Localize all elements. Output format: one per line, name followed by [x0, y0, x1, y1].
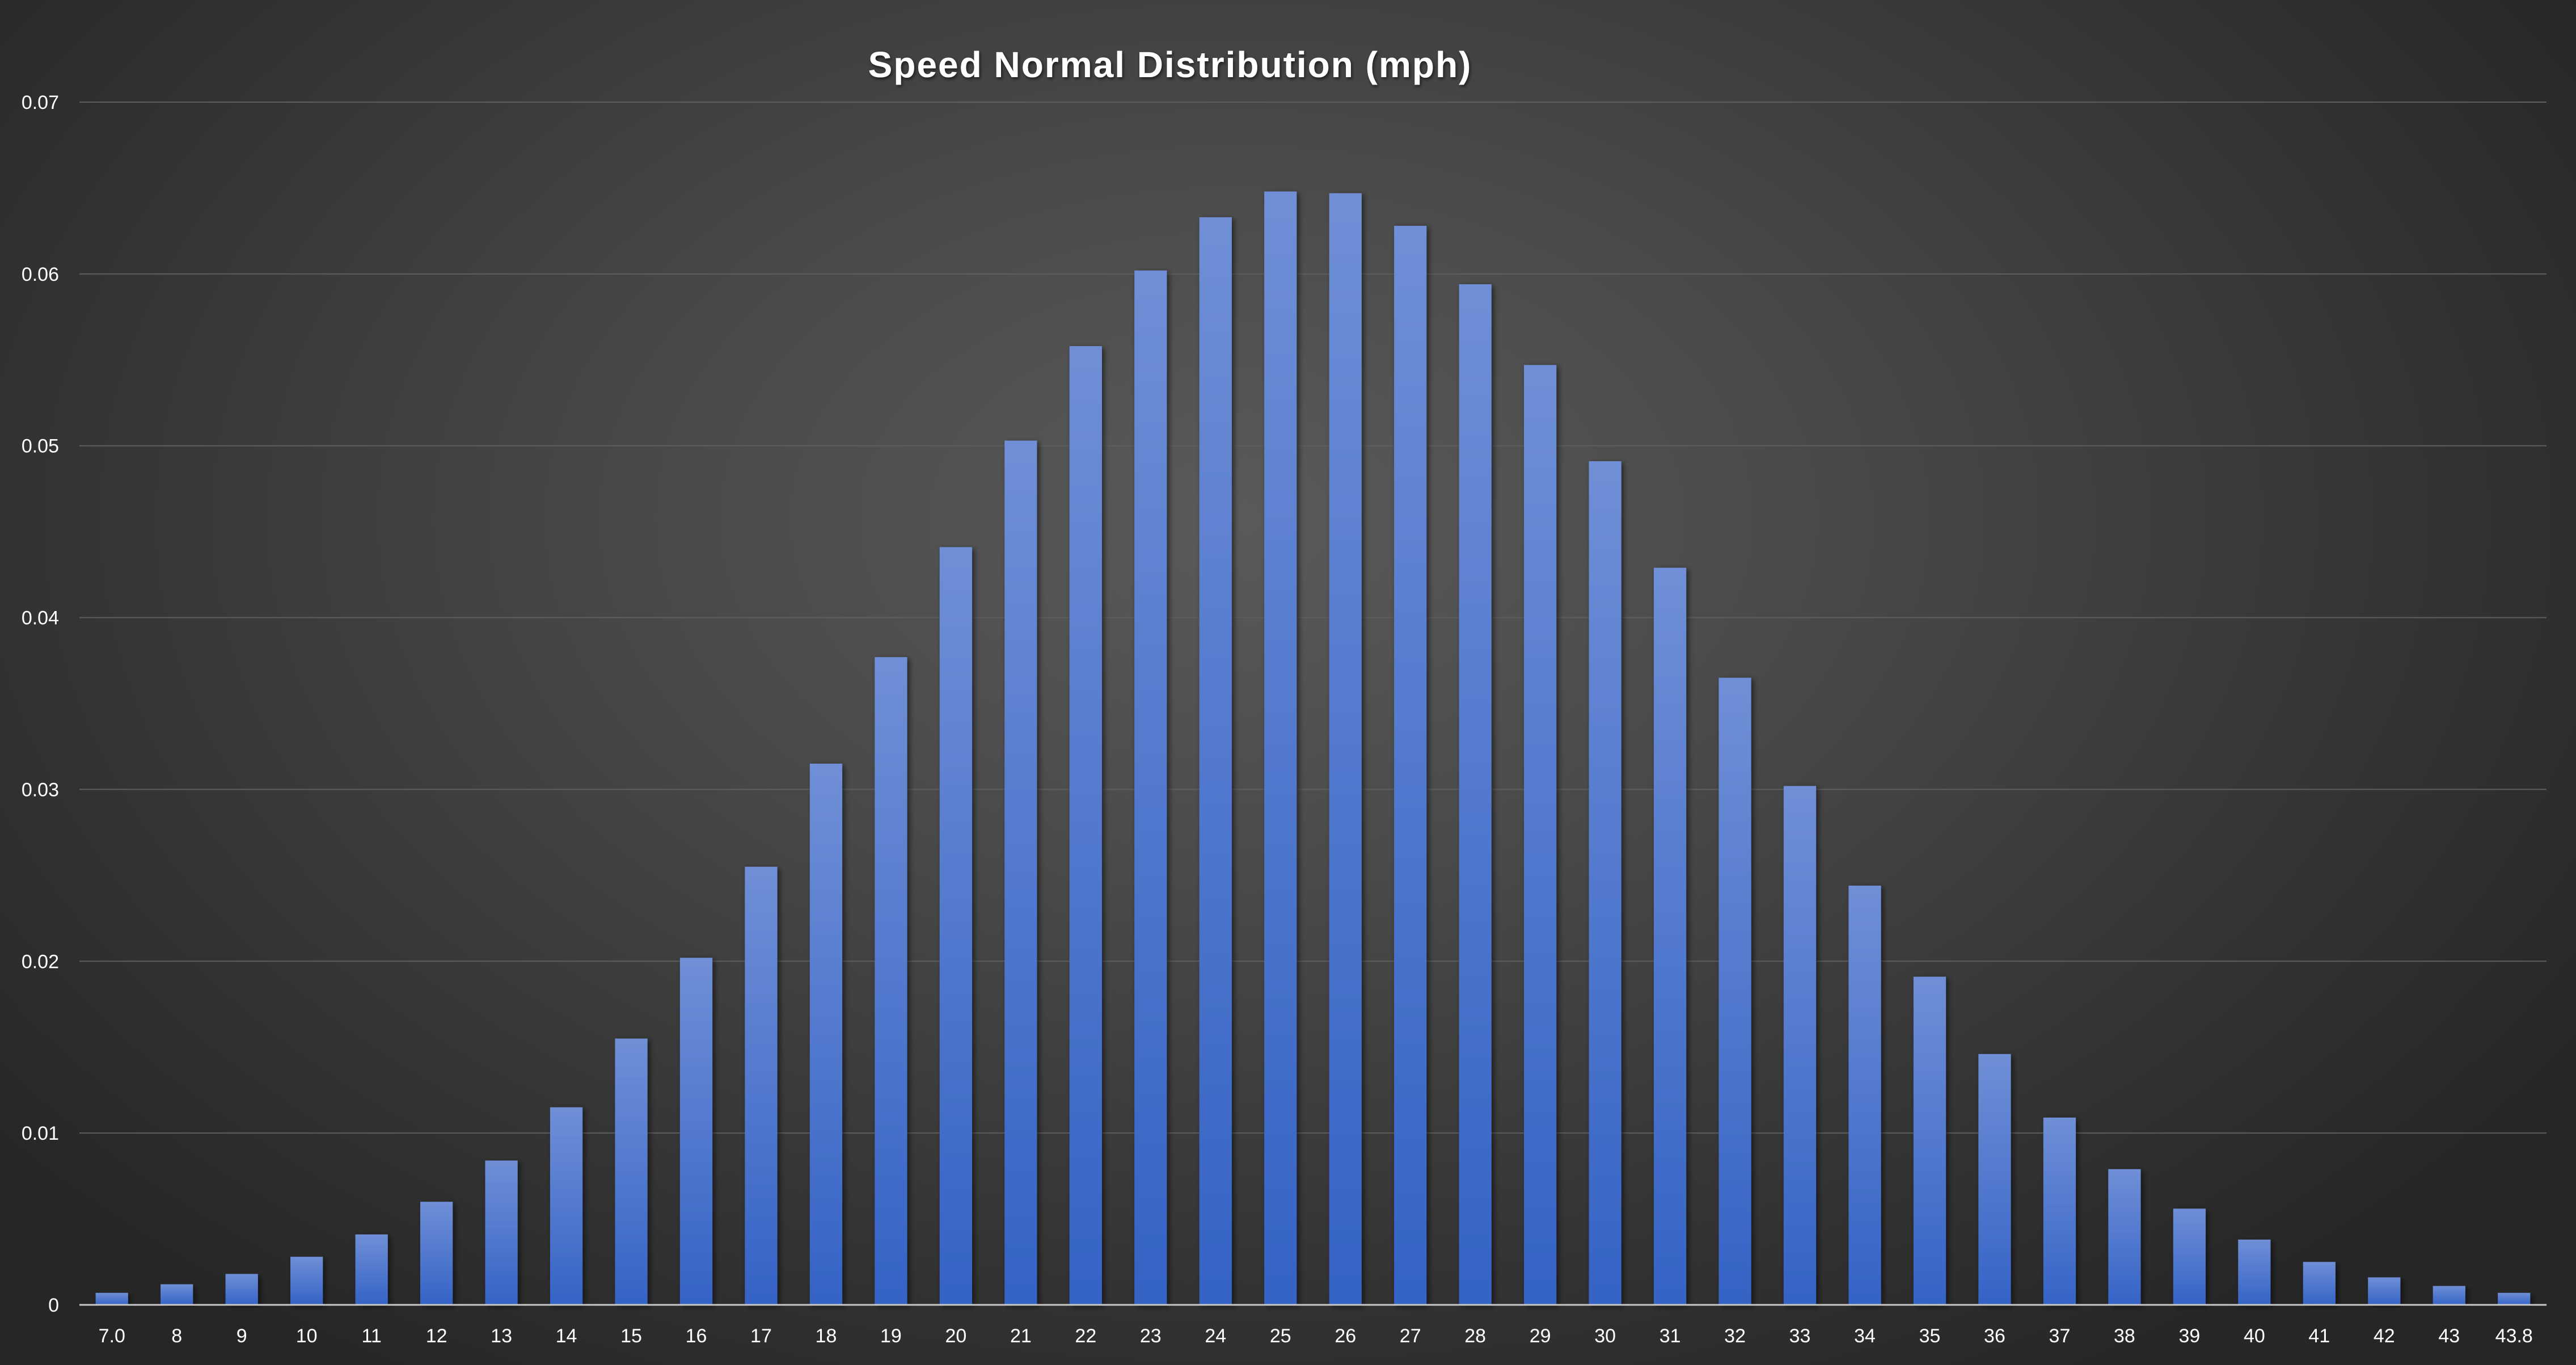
x-tick-label: 20	[945, 1325, 966, 1347]
gridlines	[79, 102, 2547, 1134]
y-tick-label: 0.05	[22, 436, 59, 457]
bar	[1783, 786, 1817, 1305]
x-tick-label: 30	[1594, 1325, 1616, 1347]
y-tick-label: 0.01	[22, 1123, 59, 1144]
bar	[1848, 886, 1881, 1305]
x-tick-label: 33	[1789, 1325, 1811, 1347]
y-tick-label: 0.07	[22, 92, 59, 113]
x-tick-label: 39	[2178, 1325, 2200, 1347]
x-tick-label: 22	[1075, 1325, 1096, 1347]
x-tick-label: 41	[2308, 1325, 2330, 1347]
bar	[1329, 193, 1362, 1305]
y-axis-tick-labels: 0 0.01 0.02 0.03 0.04 0.05 0.06 0.07	[22, 92, 59, 1316]
bar	[1069, 346, 1102, 1305]
x-tick-label: 42	[2374, 1325, 2395, 1347]
x-tick-label: 10	[296, 1325, 318, 1347]
bar	[1199, 217, 1232, 1305]
bar	[1653, 567, 1687, 1305]
x-tick-label: 35	[1919, 1325, 1941, 1347]
x-tick-label: 9	[237, 1325, 247, 1347]
x-tick-label: 29	[1530, 1325, 1551, 1347]
bar	[1004, 440, 1037, 1305]
bar	[939, 547, 973, 1305]
x-tick-label: 40	[2244, 1325, 2265, 1347]
bar	[2368, 1277, 2401, 1305]
bar	[290, 1257, 323, 1305]
bar	[1978, 1054, 2011, 1305]
bar	[2173, 1208, 2206, 1305]
x-tick-label: 14	[556, 1325, 577, 1347]
x-tick-label: 34	[1854, 1325, 1876, 1347]
bar	[1394, 226, 1427, 1305]
x-tick-label: 25	[1270, 1325, 1291, 1347]
bar	[1459, 284, 1492, 1305]
x-tick-label: 15	[620, 1325, 642, 1347]
bar	[225, 1274, 258, 1305]
bar	[2238, 1239, 2271, 1305]
bar	[615, 1038, 648, 1305]
bar	[1264, 191, 1297, 1305]
bars	[95, 191, 2531, 1305]
x-tick-label: 24	[1205, 1325, 1226, 1347]
y-tick-label: 0	[48, 1295, 59, 1316]
x-tick-label: 23	[1140, 1325, 1162, 1347]
x-tick-label: 12	[426, 1325, 447, 1347]
x-tick-label: 19	[880, 1325, 902, 1347]
bar	[1589, 461, 1621, 1305]
x-tick-label: 11	[361, 1325, 381, 1347]
bar	[875, 657, 907, 1305]
x-tick-label: 43.8	[2495, 1325, 2533, 1347]
bar	[420, 1202, 453, 1305]
x-tick-label: 37	[2049, 1325, 2071, 1347]
x-tick-label: 7.0	[99, 1325, 125, 1347]
bar	[2043, 1117, 2076, 1305]
x-tick-label: 27	[1400, 1325, 1421, 1347]
x-tick-label: 21	[1010, 1325, 1032, 1347]
bar	[1524, 365, 1557, 1305]
bar	[485, 1160, 518, 1305]
bar	[2498, 1292, 2531, 1305]
bar	[161, 1284, 193, 1305]
x-tick-label: 31	[1659, 1325, 1681, 1347]
x-tick-label: 28	[1464, 1325, 1486, 1347]
x-tick-label: 13	[491, 1325, 512, 1347]
bar	[1718, 677, 1751, 1305]
x-tick-label: 26	[1335, 1325, 1356, 1347]
x-axis-tick-labels: 7.0 8 9 10 11 12 13 14 15 16 17 18 19 20 21 22 23 24 25 26 2…	[99, 1325, 2533, 1347]
x-tick-label: 8	[171, 1325, 182, 1347]
bar	[745, 866, 778, 1305]
x-tick-label: 38	[2114, 1325, 2135, 1347]
chart-title: Speed Normal Distribution (mph)	[868, 44, 1472, 85]
bar	[809, 764, 843, 1305]
bar	[1913, 976, 1946, 1305]
bar	[2433, 1286, 2465, 1305]
y-tick-label: 0.04	[22, 608, 59, 629]
x-tick-label: 17	[750, 1325, 772, 1347]
bar	[679, 958, 713, 1305]
x-tick-label: 32	[1724, 1325, 1746, 1347]
x-tick-label: 36	[1984, 1325, 2005, 1347]
bar	[355, 1234, 388, 1305]
x-tick-label: 16	[686, 1325, 707, 1347]
y-tick-label: 0.06	[22, 264, 59, 285]
bar	[2303, 1262, 2336, 1305]
x-tick-label: 43	[2438, 1325, 2460, 1347]
y-tick-label: 0.02	[22, 951, 59, 972]
x-tick-label: 18	[816, 1325, 837, 1347]
y-tick-label: 0.03	[22, 779, 59, 801]
bar	[550, 1107, 583, 1305]
bar	[1134, 270, 1167, 1305]
bar	[95, 1292, 128, 1305]
bar	[2108, 1169, 2141, 1305]
